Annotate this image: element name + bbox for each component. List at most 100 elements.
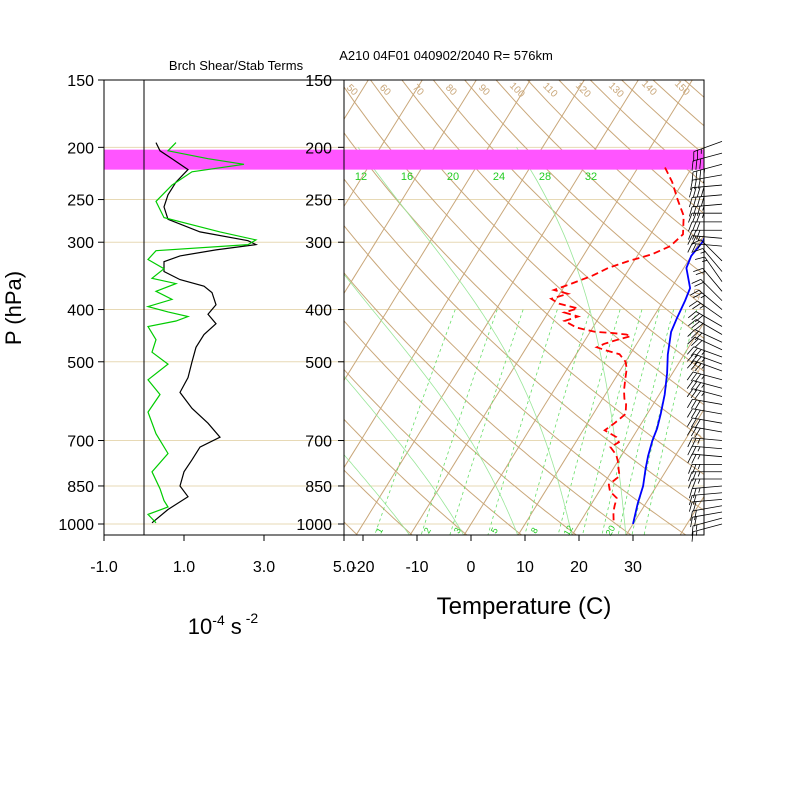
wind-barb-half-flag (703, 168, 706, 174)
wind-barb-flag (686, 360, 695, 369)
right-x-tick-label: 30 (624, 559, 642, 576)
wind-barb-flag (687, 453, 693, 464)
wind-barb-half-flag (697, 236, 701, 242)
left-highlight-band (104, 149, 344, 170)
wind-barb-flag (692, 501, 697, 512)
wind-barb (688, 300, 723, 319)
wind-barb-staff (700, 239, 723, 262)
skewt-dry-adiabat (683, 80, 704, 98)
wind-barb-flag (696, 205, 701, 216)
wind-barb (686, 353, 723, 365)
wind-barb-flag (690, 361, 698, 370)
wind-barb-staff (692, 517, 723, 527)
left-x-axis-label: 10-4 s -2 (188, 610, 259, 639)
wind-barb (687, 329, 723, 343)
wind-barb-half-flag (702, 205, 705, 211)
wind-barb-flag (691, 525, 694, 536)
mixing-ratio-top-label: 20 (447, 171, 459, 183)
wind-barb (687, 445, 723, 456)
wind-barb-staff (692, 485, 723, 489)
wind-barb-staff (692, 194, 723, 198)
wind-barb-staff (692, 203, 723, 208)
wind-barb-half-flag (695, 530, 698, 536)
wind-barb-flag (691, 160, 694, 171)
skewt-mixing-ratio-line (643, 309, 698, 535)
skewt-isotherm (625, 408, 704, 535)
wind-barb (688, 311, 723, 327)
skewt-isotherm (344, 80, 423, 208)
skewt-mixing-ratio-line (524, 309, 591, 535)
skewt-dry-adiabat (558, 80, 704, 215)
wind-barb-half-flag (701, 391, 705, 397)
wind-barb (687, 243, 723, 254)
wind-barb-flag (694, 427, 701, 437)
skewt-isotherm (679, 495, 704, 535)
right-x-tick-label: 20 (570, 559, 588, 576)
wind-barb-flag (694, 340, 703, 348)
wind-barb (687, 235, 723, 246)
skewt-dry-adiabat (11, 28, 303, 536)
skewt-mixing-ratio-line (617, 309, 674, 535)
skewt-isotherm (409, 80, 693, 535)
x-label-unit-exponent: -2 (246, 610, 259, 626)
wind-barb (691, 279, 723, 301)
skewt-dry-adiabat (526, 80, 704, 245)
wind-barb (690, 511, 723, 528)
wind-barb (687, 336, 723, 351)
wind-barb (691, 239, 723, 262)
wind-barb-staff (692, 371, 723, 381)
wind-barb-flag (696, 221, 701, 232)
wind-barb-flag (686, 417, 693, 427)
wind-barb-staff (693, 353, 723, 365)
wind-barb-half-flag (697, 471, 701, 477)
skewt-dry-adiabat (0, 28, 248, 536)
wind-barb-flag (691, 531, 694, 542)
skewt-mixing-ratio-line (631, 309, 687, 535)
wind-barb-flag (690, 427, 697, 437)
wind-barb-flag (686, 388, 694, 398)
left-y-tick-label: 500 (67, 355, 94, 372)
wind-barb (688, 478, 722, 489)
wind-barb (686, 360, 723, 372)
wind-barb (686, 408, 723, 419)
mixing-ratio-top-label: 12 (355, 171, 367, 183)
wind-barb-staff (694, 336, 723, 351)
wind-barb-flag (696, 196, 701, 207)
wind-barb (689, 184, 723, 198)
wind-barb-staff (692, 152, 723, 162)
wind-barb-flag (696, 230, 701, 240)
skewt-dry-adiabat (344, 224, 687, 535)
mixing-ratio-bottom-label: 12 (562, 524, 576, 538)
wind-barb-flag (694, 323, 704, 331)
wind-barb-staff (692, 426, 723, 433)
wind-barb-staff (692, 445, 723, 450)
wind-barb (686, 371, 723, 383)
skewt-mixing-ratio-line (582, 309, 643, 535)
skewt-isotherm (0, 80, 206, 535)
wind-barb-flag (695, 256, 705, 260)
wind-barb-flag (690, 372, 698, 382)
left-y-tick-label: 700 (67, 434, 94, 451)
wind-barb-staff (692, 388, 723, 397)
wind-barb-flag (694, 281, 704, 287)
wind-barb-half-flag (697, 478, 701, 484)
wind-barb-flag (687, 445, 693, 456)
wind-barb-flag (691, 454, 697, 464)
wind-barb-half-flag (699, 305, 705, 309)
skewt-dry-adiabat (718, 28, 800, 536)
wind-barb-half-flag (697, 454, 701, 460)
dry-adiabat-label: 130 (606, 80, 626, 100)
right-x-tick-label: -10 (405, 559, 428, 576)
wind-barb-flag (688, 221, 693, 232)
dry-adiabat-label: 80 (443, 82, 459, 98)
wind-barb-flag (694, 419, 701, 429)
wind-barb-half-flag (697, 438, 701, 444)
skewt-mixing-ratio-line (374, 309, 456, 535)
wind-barb-flag (694, 363, 702, 372)
skewt-dry-adiabat (344, 368, 523, 535)
wind-barb (691, 523, 723, 542)
wind-barb-flag (690, 289, 700, 296)
wind-barb (689, 498, 723, 512)
wind-barb-flag (687, 329, 696, 337)
left-y-tick-label: 300 (67, 235, 94, 252)
